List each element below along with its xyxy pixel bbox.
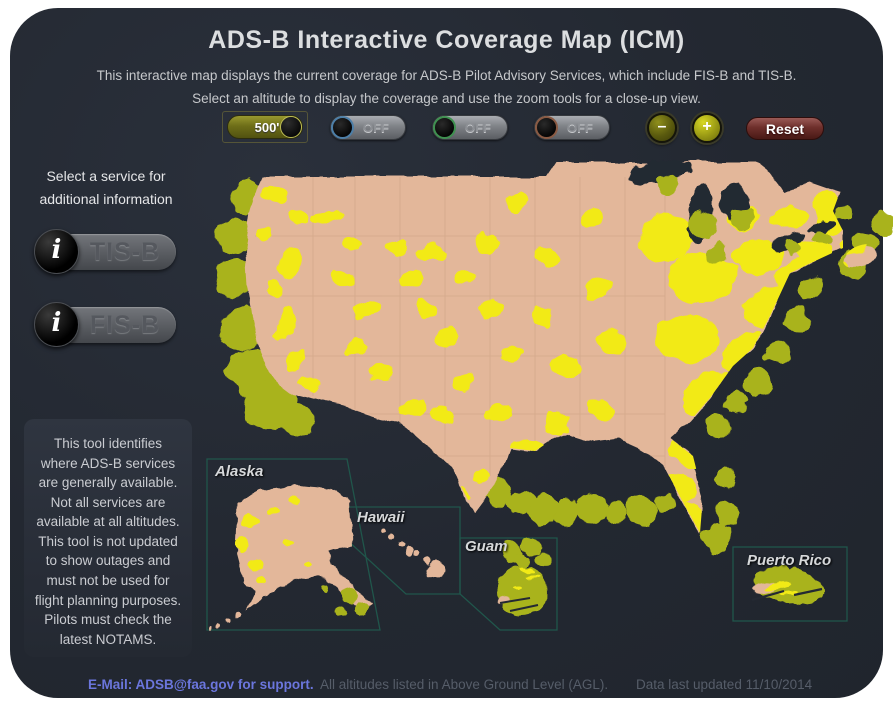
footer: E-Mail: ADSB@faa.gov for support. All al…	[10, 677, 883, 701]
alaska-inset-frame	[206, 458, 381, 631]
service-prompt-line-1: Select a service for	[46, 168, 166, 184]
zoom-in-button[interactable]: +	[692, 113, 722, 143]
plus-icon: +	[702, 118, 712, 135]
altitude-toggle-500[interactable]: 500'	[222, 111, 308, 143]
page-title: ADS-B Interactive Coverage Map (ICM)	[208, 26, 685, 54]
info-icon[interactable]: i	[34, 302, 79, 347]
zoom-out-button[interactable]: –	[647, 113, 677, 143]
alaska-inset-label: Alaska	[215, 463, 264, 480]
guam-inset-frame	[459, 537, 558, 631]
lake-coverage-layer	[658, 174, 830, 264]
support-email-link[interactable]: E-Mail: ADSB@faa.gov for support.	[88, 677, 314, 692]
layer-toggle-1-label: OFF	[363, 120, 389, 135]
fis-b-label: FIS-B	[89, 310, 161, 339]
puerto-rico-coverage	[751, 565, 824, 604]
info-glyph: i	[51, 235, 62, 265]
toggle-knob-icon[interactable]	[535, 116, 558, 139]
subtitle-line-2: Select an altitude to display the covera…	[192, 91, 701, 106]
subtitle-line-1: This interactive map displays the curren…	[96, 68, 797, 83]
toggle-knob-icon[interactable]	[331, 116, 354, 139]
guam-inset-label: Guam	[465, 538, 508, 555]
altitude-toggle-knob[interactable]	[280, 116, 302, 138]
tis-b-button[interactable]: TIS-B i	[34, 229, 180, 274]
reset-button[interactable]: Reset	[746, 117, 824, 140]
puerto-rico-inset	[732, 546, 848, 622]
layer-toggle-2-label: OFF	[465, 120, 491, 135]
agl-note: All altitudes listed in Above Ground Lev…	[320, 677, 609, 692]
alaska-offshore-coverage	[321, 584, 369, 616]
service-prompt-line-2: additional information	[39, 191, 173, 207]
layer-toggle-1[interactable]: OFF	[330, 115, 406, 140]
guam-coverage	[496, 538, 552, 616]
hawaii-islands	[381, 528, 445, 578]
altitude-toggle-pill[interactable]: 500'	[227, 115, 303, 139]
app-panel: ADS-B Interactive Coverage Map (ICM) Thi…	[10, 8, 893, 701]
disclaimer-text: This tool identifies where ADS-B service…	[24, 419, 192, 657]
fis-b-button[interactable]: FIS-B i	[34, 302, 180, 347]
info-glyph: i	[51, 308, 62, 338]
puerto-rico-inset-label: Puerto Rico	[747, 552, 832, 569]
layer-toggle-3-label: OFF	[567, 120, 593, 135]
tis-b-label: TIS-B	[89, 237, 161, 266]
offshore-coverage-layer	[213, 180, 893, 553]
minus-icon: –	[657, 118, 667, 135]
info-icon[interactable]: i	[34, 229, 79, 274]
layer-toggle-3[interactable]: OFF	[534, 115, 610, 140]
puerto-rico-inset-frame	[732, 546, 848, 622]
layer-toggle-2[interactable]: OFF	[432, 115, 508, 140]
altitude-toggle-label: 500'	[254, 119, 280, 135]
alaska-shape	[208, 485, 372, 631]
alaska-coverage	[236, 497, 312, 585]
data-updated-note: Data last updated 11/10/2014	[636, 677, 813, 692]
hawaii-inset-label: Hawaii	[357, 509, 405, 526]
toggle-knob-icon[interactable]	[433, 116, 456, 139]
inset-maps	[206, 458, 558, 631]
us-coverage-map[interactable]	[195, 156, 893, 556]
service-prompt: Select a service for additional informat…	[20, 165, 192, 211]
